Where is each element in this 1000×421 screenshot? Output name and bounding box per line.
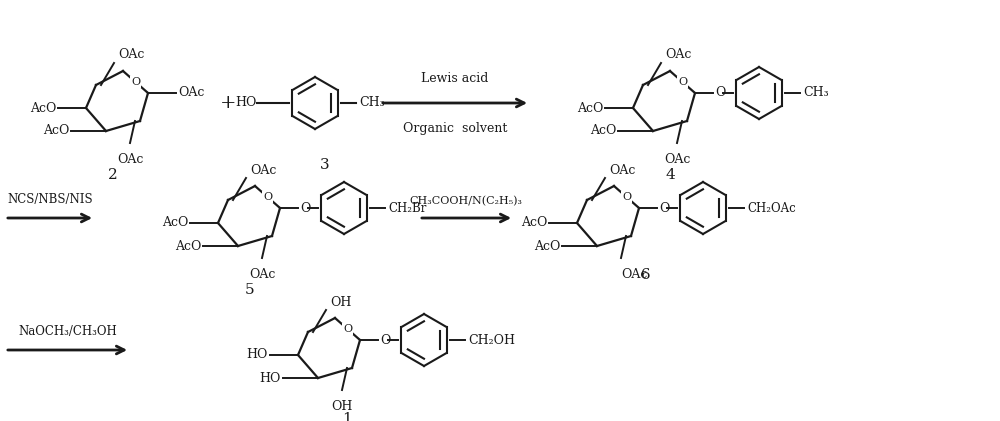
Text: OAc: OAc xyxy=(117,153,143,166)
Text: 2: 2 xyxy=(108,168,118,182)
Text: OAc: OAc xyxy=(178,86,204,99)
Text: AcO: AcO xyxy=(534,240,560,253)
Text: OAc: OAc xyxy=(118,48,144,61)
Text: OAc: OAc xyxy=(249,268,275,281)
Text: CH₃: CH₃ xyxy=(359,96,385,109)
Text: +: + xyxy=(220,94,236,112)
Text: OAc: OAc xyxy=(665,48,691,61)
Text: O: O xyxy=(715,86,725,99)
Text: AcO: AcO xyxy=(162,216,188,229)
Text: AcO: AcO xyxy=(521,216,547,229)
Text: OAc: OAc xyxy=(250,163,276,176)
Text: O: O xyxy=(622,192,631,202)
Text: 3: 3 xyxy=(320,158,330,172)
Text: O: O xyxy=(343,324,352,334)
Text: O: O xyxy=(131,77,140,87)
Text: CH₃: CH₃ xyxy=(803,86,829,99)
Text: Organic  solvent: Organic solvent xyxy=(403,122,507,135)
Text: CH₃COOH/N(C₂H₅)₃: CH₃COOH/N(C₂H₅)₃ xyxy=(410,196,522,206)
Text: AcO: AcO xyxy=(175,240,201,253)
Text: AcO: AcO xyxy=(590,125,616,138)
Text: NaOCH₃/CH₃OH: NaOCH₃/CH₃OH xyxy=(19,325,117,338)
Text: HO: HO xyxy=(236,96,257,109)
Text: HO: HO xyxy=(260,371,281,384)
Text: Lewis acid: Lewis acid xyxy=(421,72,489,85)
Text: CH₂OH: CH₂OH xyxy=(468,333,515,346)
Text: HO: HO xyxy=(247,349,268,362)
Text: OAc: OAc xyxy=(621,268,647,281)
Text: O: O xyxy=(300,202,310,215)
Text: O: O xyxy=(380,333,390,346)
Text: OH: OH xyxy=(330,296,351,309)
Text: AcO: AcO xyxy=(43,125,69,138)
Text: OH: OH xyxy=(331,400,353,413)
Text: 5: 5 xyxy=(245,283,255,297)
Text: O: O xyxy=(659,202,669,215)
Text: 1: 1 xyxy=(342,412,352,421)
Text: CH₂OAc: CH₂OAc xyxy=(747,202,796,215)
Text: OAc: OAc xyxy=(609,163,635,176)
Text: 6: 6 xyxy=(636,268,651,282)
Text: O: O xyxy=(678,77,687,87)
Text: AcO: AcO xyxy=(30,101,56,115)
Text: AcO: AcO xyxy=(577,101,603,115)
Text: O: O xyxy=(263,192,272,202)
Text: NCS/NBS/NIS: NCS/NBS/NIS xyxy=(7,193,93,206)
Text: CH₂Br: CH₂Br xyxy=(388,202,426,215)
Text: 4: 4 xyxy=(665,168,675,182)
Text: OAc: OAc xyxy=(664,153,690,166)
